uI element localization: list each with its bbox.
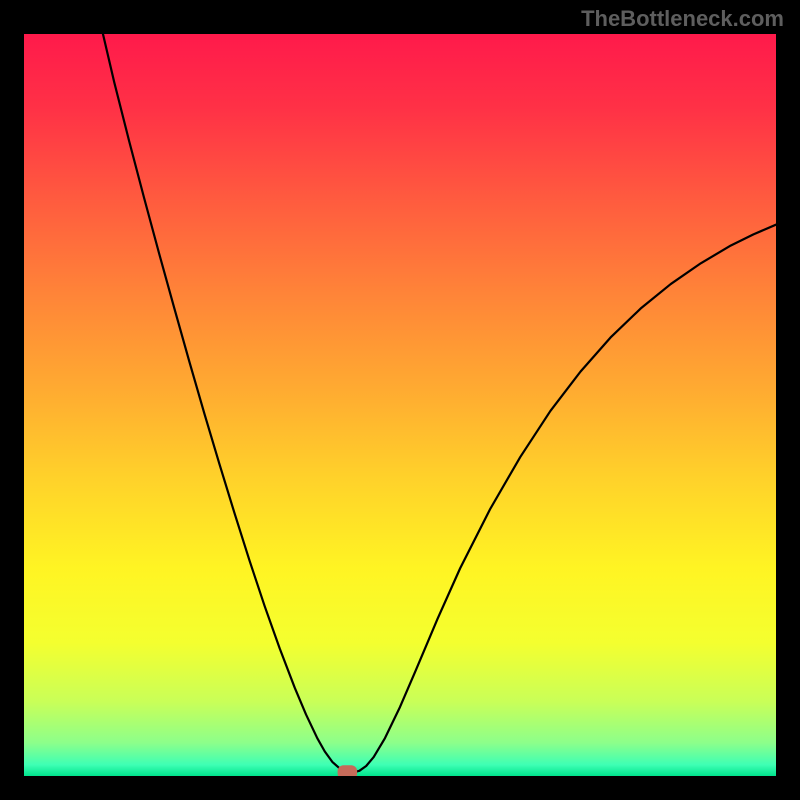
watermark-text: TheBottleneck.com bbox=[581, 6, 784, 32]
plot-area bbox=[24, 34, 776, 776]
curve-layer bbox=[24, 34, 776, 776]
optimal-point-marker bbox=[338, 765, 358, 776]
bottleneck-curve bbox=[103, 34, 776, 772]
